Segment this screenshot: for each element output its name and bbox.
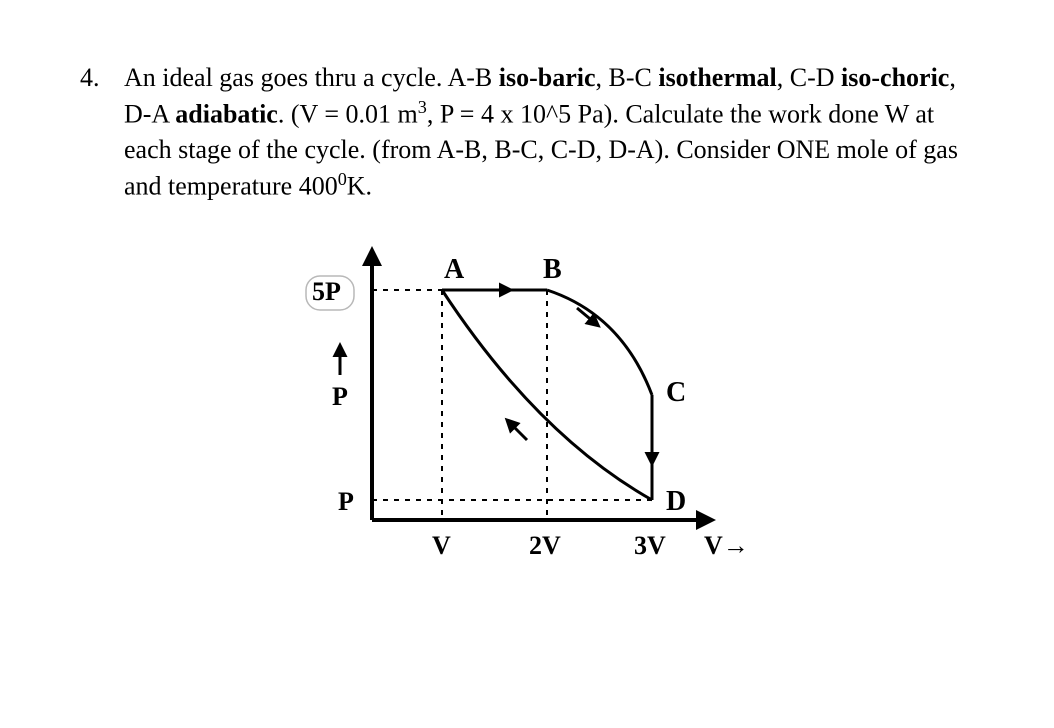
question-text: An ideal gas goes thru a cycle. A-B iso-… [124, 60, 974, 204]
arrow-da [510, 423, 527, 440]
prose-frag: An ideal gas goes thru a cycle. A-B [124, 63, 499, 92]
prose-frag: , B-C [596, 63, 659, 92]
label-v-arrow: V→ [704, 531, 749, 560]
prose-frag: K. [347, 172, 372, 201]
label-p-tick: P [338, 487, 354, 516]
term-isothermal: isothermal [658, 63, 776, 92]
path-bc [547, 290, 652, 395]
pv-diagram: A B C D 5P P P V 2V 3V V→ [292, 240, 762, 580]
label-c: C [666, 377, 686, 408]
label-v: V [432, 531, 451, 560]
label-a: A [444, 254, 465, 285]
label-3v: 3V [634, 531, 666, 560]
prose-frag: . (V = 0.01 m [278, 100, 418, 129]
label-d: D [666, 486, 686, 517]
question-block: 4. An ideal gas goes thru a cycle. A-B i… [80, 60, 974, 204]
term-isochoric: iso-choric [841, 63, 949, 92]
sup-m3: 3 [418, 97, 427, 117]
label-2v: 2V [529, 531, 561, 560]
label-b: B [543, 254, 562, 285]
term-isobaric: iso-baric [499, 63, 596, 92]
sup-deg: 0 [338, 169, 347, 189]
prose-frag: , C-D [777, 63, 841, 92]
term-adiabatic: adiabatic [175, 100, 278, 129]
label-5p: 5P [312, 277, 341, 306]
label-p-axis: P [332, 382, 348, 411]
question-number: 4. [80, 60, 124, 204]
